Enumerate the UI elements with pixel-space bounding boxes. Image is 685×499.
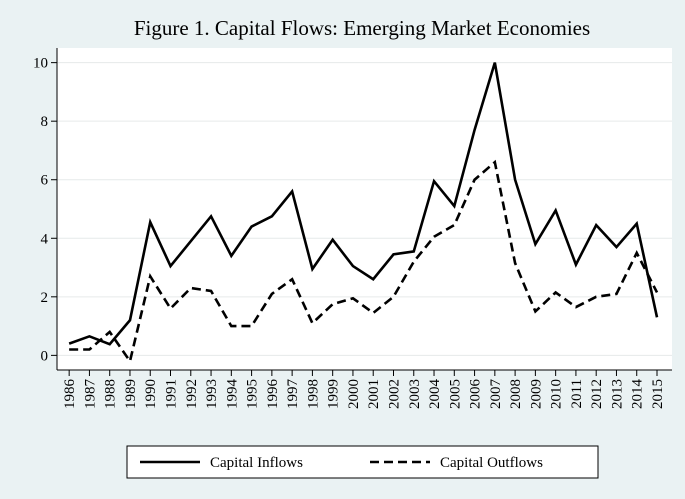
x-tick-label: 2015: [650, 379, 666, 409]
x-tick-label: 2013: [609, 379, 625, 409]
x-tick-label: 2002: [386, 379, 402, 409]
chart-title: Figure 1. Capital Flows: Emerging Market…: [134, 16, 590, 40]
y-tick-label: 4: [41, 231, 49, 247]
x-tick-label: 2003: [407, 379, 423, 409]
x-tick-label: 2009: [528, 379, 544, 409]
x-tick-label: 1988: [103, 379, 119, 409]
x-tick-label: 2005: [447, 379, 463, 409]
x-tick-label: 1986: [62, 379, 78, 410]
x-tick-label: 1993: [204, 379, 220, 409]
x-tick-label: 1987: [82, 379, 98, 410]
x-tick-label: 2010: [549, 379, 565, 409]
x-tick-label: 2004: [427, 379, 443, 410]
y-tick-label: 6: [41, 173, 49, 189]
x-tick-label: 2011: [569, 379, 585, 408]
y-tick-label: 10: [33, 56, 48, 72]
x-tick-label: 2012: [589, 379, 605, 409]
x-tick-label: 1998: [305, 379, 321, 409]
y-tick-label: 8: [41, 114, 49, 130]
x-tick-label: 2014: [630, 379, 646, 410]
y-tick-label: 0: [41, 348, 49, 364]
x-tick-label: 2007: [488, 379, 504, 410]
x-tick-label: 2006: [468, 379, 484, 410]
x-tick-label: 1990: [143, 379, 159, 409]
x-tick-label: 1992: [184, 379, 200, 409]
x-tick-label: 1994: [224, 379, 240, 410]
legend-label: Capital Inflows: [210, 455, 303, 471]
x-tick-label: 1996: [265, 379, 281, 410]
x-tick-label: 2000: [346, 379, 362, 409]
line-series: [68, 62, 659, 346]
x-tick-label: 1995: [245, 379, 261, 409]
x-tick-label: 1997: [285, 379, 301, 410]
x-tick-label: 2008: [508, 379, 524, 409]
x-tick-label: 2001: [366, 379, 382, 409]
legend-box: [126, 445, 599, 479]
x-tick-label: 1991: [164, 379, 180, 409]
y-tick-label: 2: [41, 290, 49, 306]
legend-label: Capital Outflows: [440, 455, 543, 471]
x-tick-label: 1989: [123, 379, 139, 409]
line-series: [69, 159, 659, 365]
x-tick-label: 1999: [326, 379, 342, 409]
plot-area: [57, 48, 672, 370]
